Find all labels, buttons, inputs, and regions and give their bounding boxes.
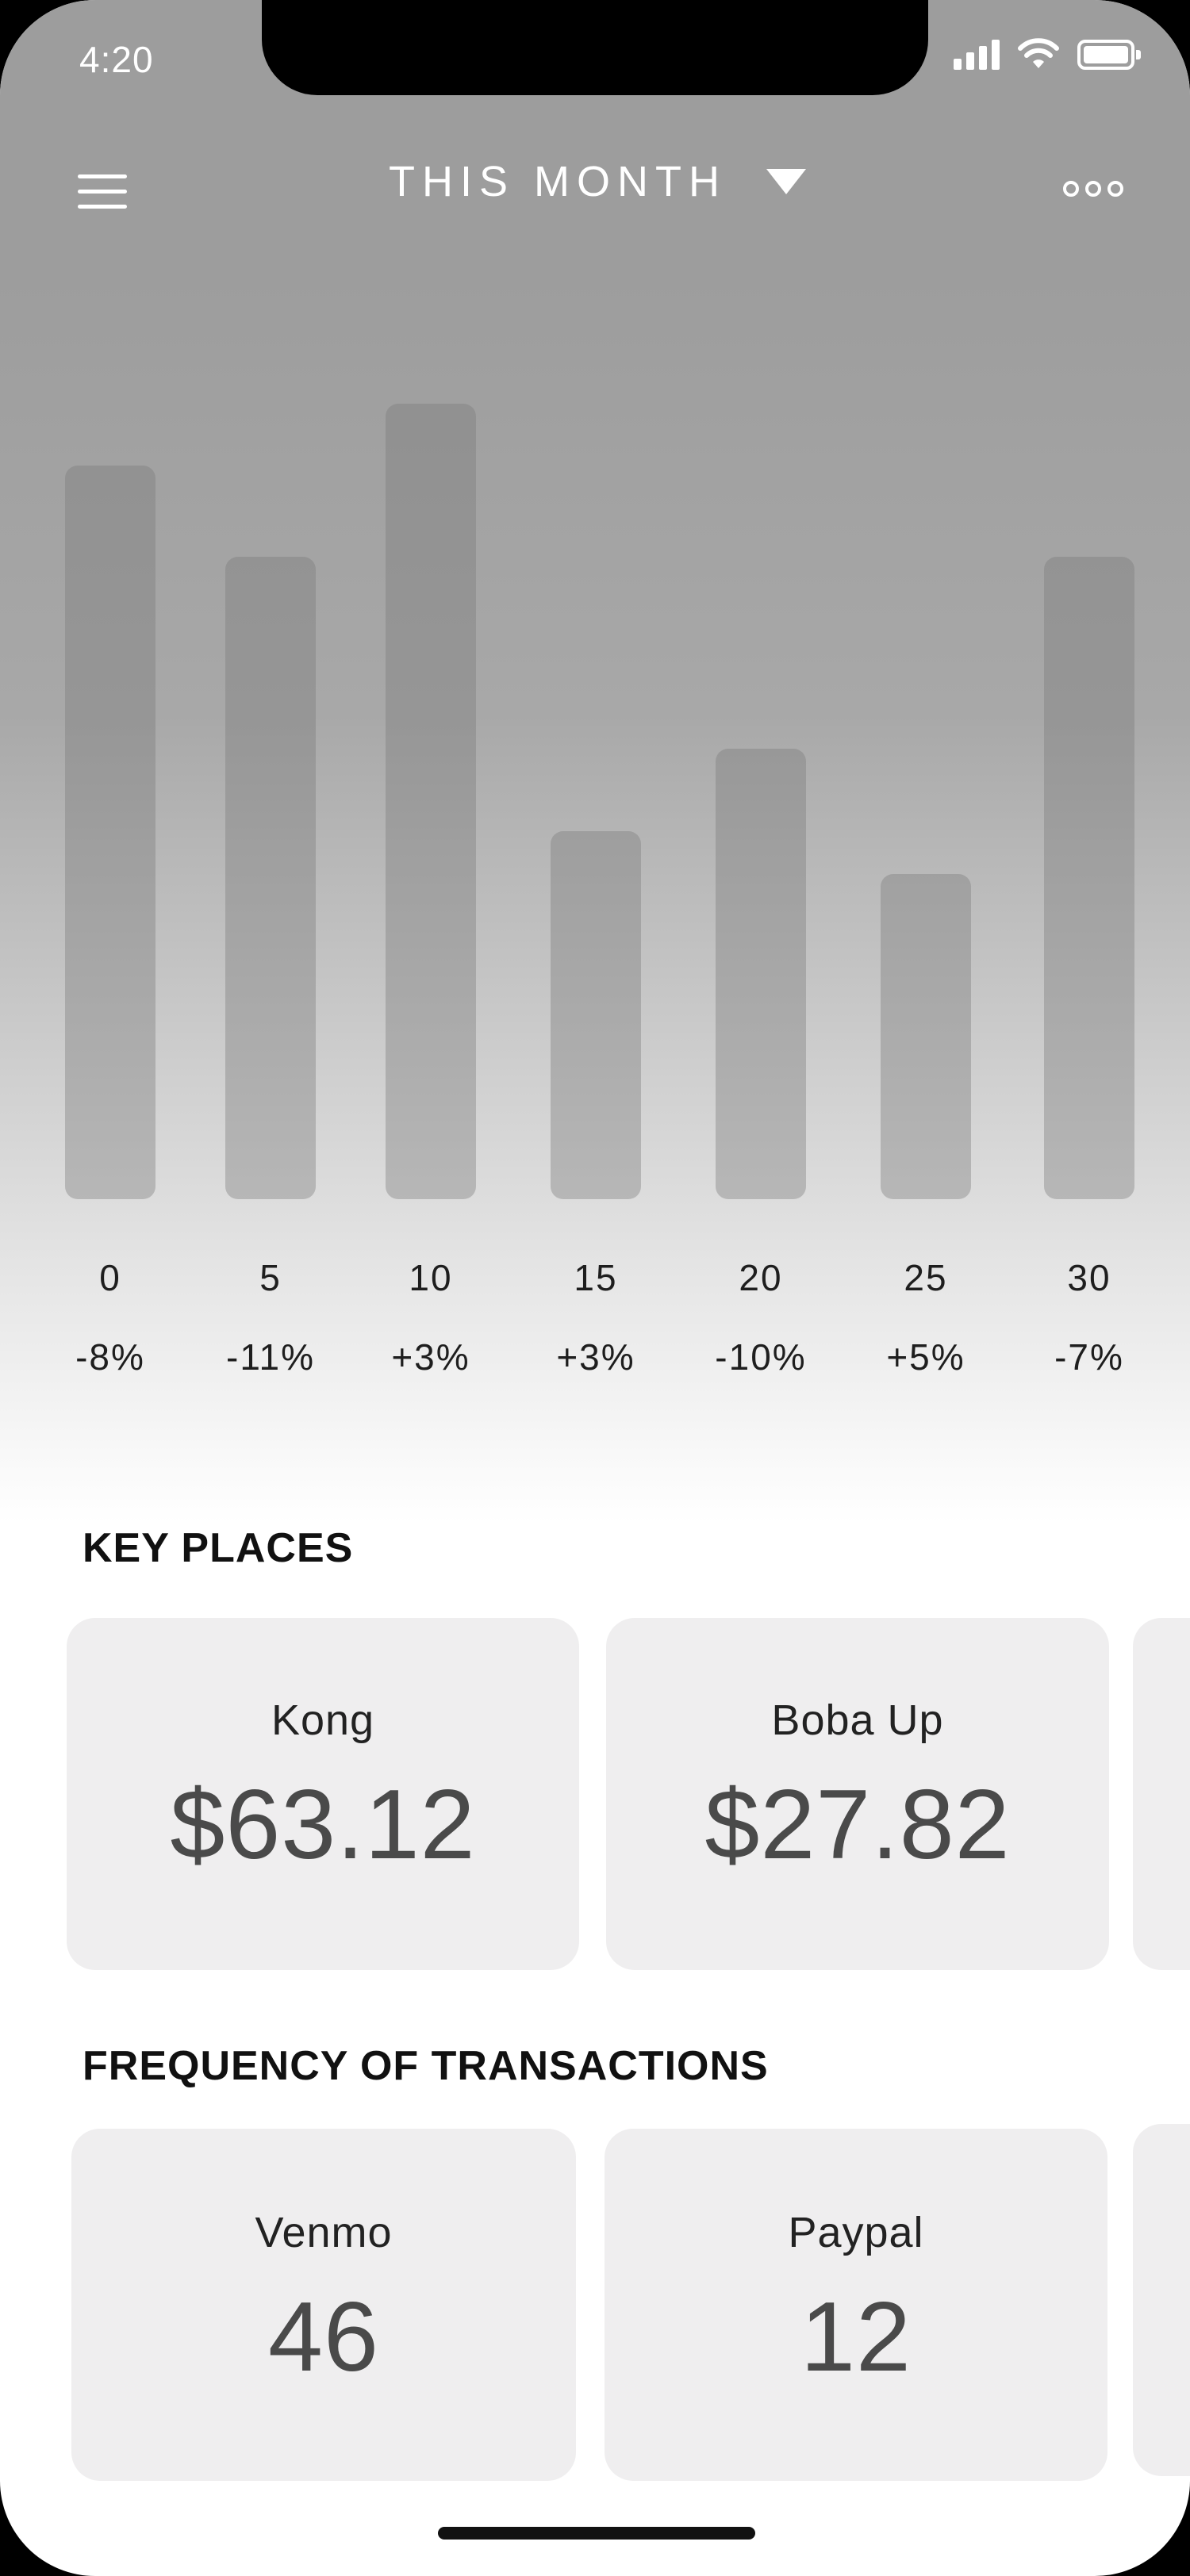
key-place-name: Kong (271, 1696, 375, 1744)
change-percent-label: -8% (75, 1336, 145, 1378)
key-place-card-boba-up[interactable]: Boba Up $27.82 (606, 1618, 1109, 1970)
chart-bar-30[interactable] (1044, 557, 1134, 1199)
change-percent-label: +3% (556, 1336, 635, 1378)
frequency-card-paypal[interactable]: Paypal 12 (605, 2129, 1107, 2481)
x-tick-label: 30 (1067, 1257, 1111, 1298)
chart-header-area (0, 0, 1190, 1523)
chart-bar-20[interactable] (716, 749, 806, 1199)
x-tick-label: 20 (739, 1257, 783, 1298)
key-places-title: KEY PLACES (83, 1525, 354, 1571)
x-tick-label: 15 (574, 1257, 618, 1298)
chart-bar-25[interactable] (881, 874, 971, 1199)
home-indicator[interactable] (438, 2527, 755, 2540)
change-percent-label: +5% (886, 1336, 965, 1378)
key-place-card-partial[interactable] (1133, 1618, 1190, 1970)
period-selector[interactable]: THIS MONTH (389, 157, 806, 206)
change-percent-label: -11% (226, 1336, 315, 1378)
frequency-card-partial[interactable] (1133, 2124, 1190, 2476)
chart-bar-0[interactable] (65, 466, 155, 1199)
status-time: 4:20 (79, 39, 154, 80)
frequency-name: Paypal (788, 2209, 924, 2256)
x-tick-label: 5 (259, 1257, 282, 1298)
chart-bar-15[interactable] (551, 831, 641, 1199)
spending-bar-chart: 0 -8% 5 -11% 10 +3% 15 +3% 20 -10% 25 +5% 30 -7% (65, 404, 1134, 1378)
change-percent-label: -7% (1054, 1336, 1124, 1378)
x-tick-label: 25 (904, 1257, 948, 1298)
frequency-count: 46 (268, 2283, 379, 2392)
chart-bar-10[interactable] (386, 404, 476, 1199)
key-place-amount: $63.12 (170, 1770, 476, 1880)
key-place-card-kong[interactable]: Kong $63.12 (67, 1618, 579, 1970)
chart-bar-5[interactable] (225, 557, 316, 1199)
status-icons (954, 36, 1141, 70)
wifi-icon (1018, 38, 1059, 68)
device-notch (262, 0, 928, 95)
frequency-count: 12 (800, 2283, 912, 2392)
period-title: THIS MONTH (389, 158, 727, 205)
more-options-icon[interactable] (1063, 181, 1123, 197)
frequency-name: Venmo (255, 2209, 393, 2256)
frequency-title: FREQUENCY OF TRANSACTIONS (83, 2043, 769, 2089)
cellular-signal-icon (954, 38, 1000, 70)
key-place-amount: $27.82 (704, 1770, 1011, 1880)
hamburger-menu-icon[interactable] (78, 174, 129, 209)
key-place-name: Boba Up (771, 1696, 944, 1744)
dropdown-triangle-icon (766, 169, 806, 194)
change-percent-label: -10% (715, 1336, 807, 1378)
x-tick-label: 0 (99, 1257, 121, 1298)
frequency-card-venmo[interactable]: Venmo 46 (71, 2129, 576, 2481)
battery-icon (1077, 40, 1141, 70)
x-tick-label: 10 (409, 1257, 453, 1298)
change-percent-label: +3% (391, 1336, 470, 1378)
